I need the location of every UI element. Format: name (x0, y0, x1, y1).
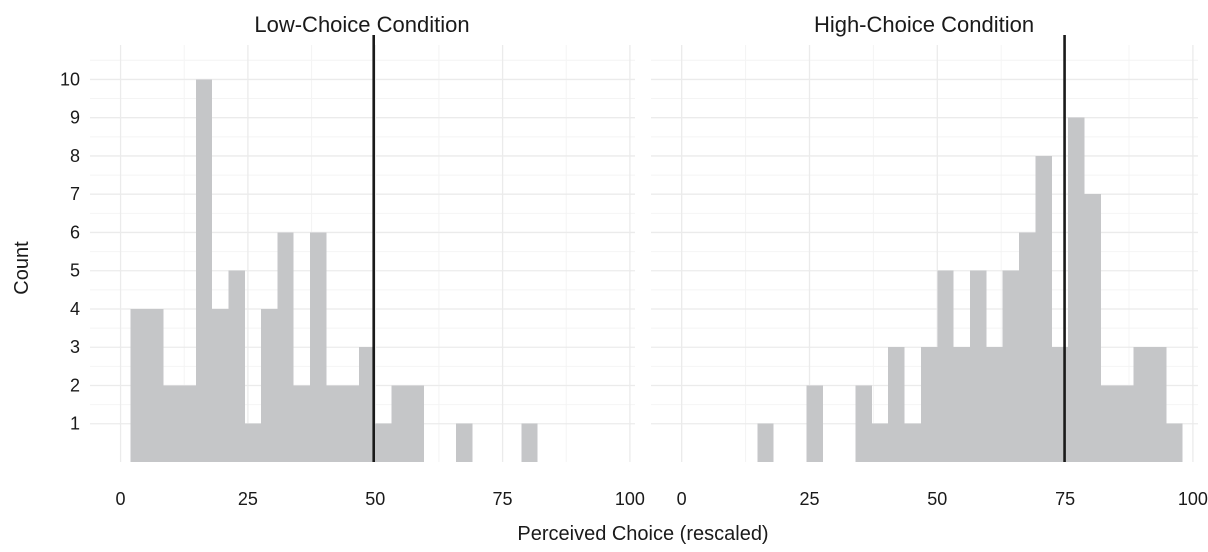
histogram-bar (920, 347, 938, 462)
x-tick-label: 0 (677, 489, 687, 509)
histogram-bar (855, 385, 872, 462)
x-tick-label: 0 (116, 489, 126, 509)
y-tick-label: 6 (70, 222, 80, 242)
histogram-bar (888, 347, 905, 462)
histogram-bar (937, 270, 954, 462)
histogram-bar (806, 385, 823, 462)
histogram-bar (1166, 423, 1183, 462)
histogram-bar (407, 385, 425, 462)
y-axis-label: Count (11, 241, 33, 295)
histogram-bar (1002, 270, 1020, 462)
y-tick-label: 3 (70, 337, 80, 357)
histogram-bar (1149, 347, 1167, 462)
y-tick-label: 1 (70, 414, 80, 434)
histogram-bar (986, 347, 1003, 462)
x-tick-labels-low: 0 25 50 75 100 (116, 489, 645, 509)
histogram-bar (1100, 385, 1118, 462)
histogram-bar (293, 385, 311, 462)
histogram-bar (147, 308, 164, 462)
histogram-bar (1133, 347, 1150, 462)
x-tick-label: 25 (238, 489, 258, 509)
y-tick-label: 7 (70, 184, 80, 204)
x-tick-labels-high: 0 25 50 75 100 (677, 489, 1208, 509)
histogram-bar (277, 232, 294, 462)
y-tick-label: 5 (70, 261, 80, 281)
histogram-bar (1035, 155, 1052, 463)
x-axis-label: Perceived Choice (rescaled) (517, 523, 768, 545)
y-tick-label: 8 (70, 146, 80, 166)
bars-low (130, 79, 538, 463)
histogram-bar (1019, 232, 1036, 462)
panel-high-choice: High-Choice Condition 0 25 50 75 100 (651, 12, 1208, 509)
histogram-bar (871, 423, 889, 462)
x-tick-label: 25 (799, 489, 819, 509)
x-tick-label: 100 (1178, 489, 1208, 509)
panel-title-low: Low-Choice Condition (254, 12, 469, 37)
x-tick-label: 50 (365, 489, 385, 509)
histogram-bar (1117, 385, 1134, 462)
panel-low-choice: Low-Choice Condition 0 25 50 75 100 (90, 12, 645, 509)
histogram-bar (244, 423, 262, 462)
histogram-bar (195, 79, 213, 463)
y-tick-label: 4 (70, 299, 80, 319)
histogram-bar (757, 423, 774, 462)
histogram-bar (261, 308, 278, 462)
histogram-bar (326, 385, 343, 462)
histogram-bar (212, 308, 229, 462)
histogram-bar (521, 423, 538, 462)
histogram-bar (179, 385, 196, 462)
histogram-bar (1068, 117, 1085, 462)
histogram-bar (953, 347, 970, 462)
y-tick-labels: 1 2 3 4 5 6 7 8 9 10 (60, 69, 80, 433)
x-tick-label: 75 (493, 489, 513, 509)
histogram-bar (969, 270, 987, 462)
histogram-bar (456, 423, 473, 462)
histogram-bar (228, 270, 245, 462)
histogram-bar (1084, 194, 1101, 462)
histogram-bar (391, 385, 408, 462)
x-tick-label: 100 (615, 489, 645, 509)
y-tick-label: 2 (70, 375, 80, 395)
y-tick-label: 10 (60, 69, 80, 89)
x-tick-label: 75 (1055, 489, 1075, 509)
histogram-bar (163, 385, 180, 462)
histogram-bar (342, 385, 359, 462)
histogram-bar (358, 347, 376, 462)
y-tick-label: 9 (70, 108, 80, 128)
x-tick-label: 50 (927, 489, 947, 509)
histogram-bar (375, 423, 392, 462)
panel-title-high: High-Choice Condition (814, 12, 1034, 37)
histogram-bar (130, 308, 148, 462)
histogram-bar (310, 232, 327, 462)
histogram-bar (904, 423, 921, 462)
